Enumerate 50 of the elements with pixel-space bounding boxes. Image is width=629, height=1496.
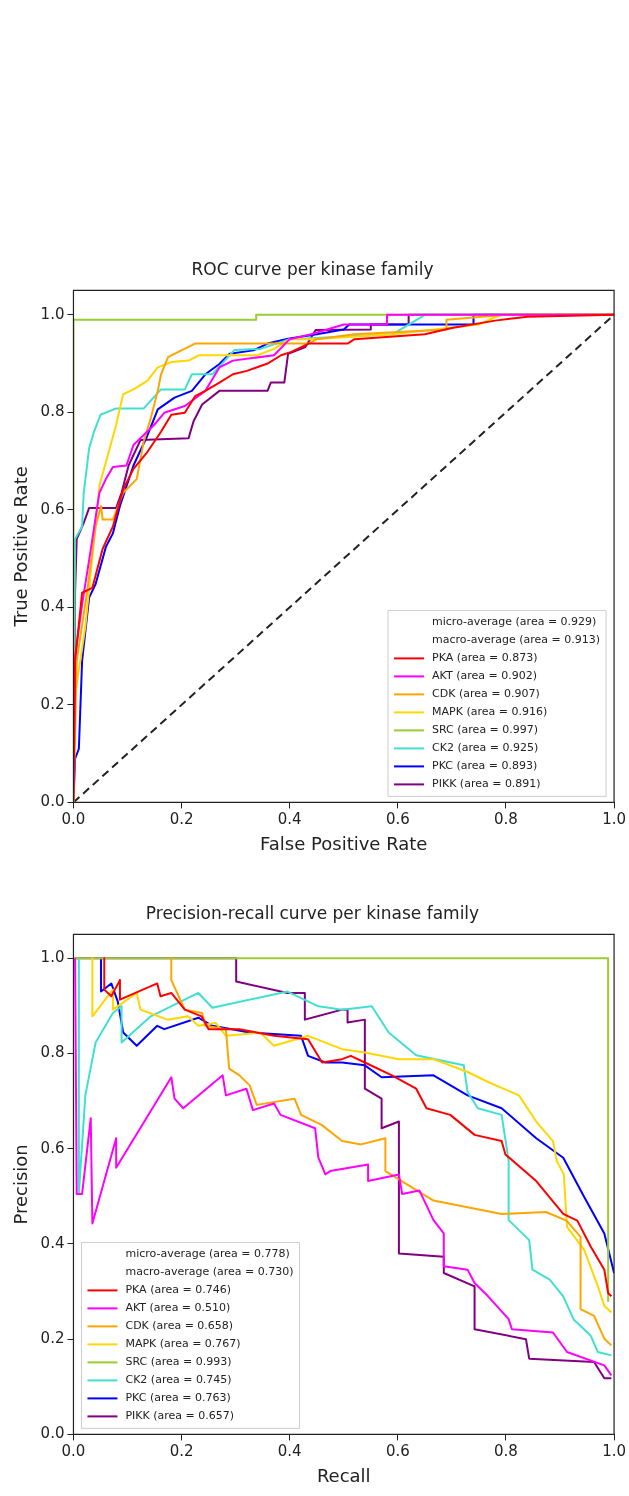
x-tick-label: 0.6 [385,1442,410,1461]
legend-label: AKT (area = 0.902) [432,669,537,683]
x-tick-label: 0.4 [277,810,302,829]
y-tick-label: 0.6 [40,1138,65,1157]
y-tick-label: 0.4 [40,597,65,616]
x-tick-label: 0.8 [494,1442,518,1461]
legend-label: MAPK (area = 0.916) [432,705,548,719]
y-axis-title: True Positive Rate [10,466,32,628]
legend-label: PIKK (area = 0.657) [125,1409,235,1423]
legend-label: MAPK (area = 0.767) [125,1337,241,1351]
x-tick-label: 1.0 [602,810,626,829]
y-tick-label: 0.0 [40,792,65,811]
y-tick-label: 0.2 [40,1329,65,1348]
chart-title: ROC curve per kinase family [191,258,434,279]
y-tick-label: 1.0 [40,948,65,967]
legend-label: CK2 (area = 0.925) [432,741,539,755]
y-tick-label: 0.8 [40,1043,65,1062]
legend-label: PKC (area = 0.893) [432,759,538,773]
chart-title: Precision-recall curve per kinase family [145,902,480,923]
x-tick-label: 0.0 [61,810,86,829]
y-tick-label: 0.6 [40,499,65,518]
legend-label: CDK (area = 0.658) [125,1319,234,1333]
annotation: macro-average (area = 0.913) [432,633,601,647]
y-axis-title: Precision [10,1144,32,1225]
annotation: macro-average (area = 0.730) [125,1265,294,1279]
x-tick-label: 0.0 [61,1442,86,1461]
legend-label: AKT (area = 0.510) [125,1301,231,1315]
y-tick-label: 1.0 [40,304,65,323]
annotation: micro-average (area = 0.929) [432,615,597,629]
x-tick-label: 0.6 [385,810,410,829]
x-tick-label: 1.0 [602,1442,626,1461]
legend-label: CDK (area = 0.907) [432,687,540,701]
y-tick-label: 0.4 [40,1233,65,1252]
legend-label: PKC (area = 0.763) [125,1391,231,1405]
x-axis-title: False Positive Rate [260,832,428,854]
x-tick-label: 0.2 [169,1442,194,1461]
y-tick-label: 0.0 [40,1424,65,1443]
y-tick-label: 0.2 [40,694,65,713]
legend-label: CK2 (area = 0.745) [125,1373,232,1387]
legend-label: PKA (area = 0.873) [432,651,538,665]
legend-label: PIKK (area = 0.891) [432,777,541,791]
legend-label: SRC (area = 0.993) [125,1355,232,1369]
x-tick-label: 0.4 [277,1442,302,1461]
y-tick-label: 0.8 [40,402,65,421]
annotation: micro-average (area = 0.778) [125,1247,290,1261]
legend-label: SRC (area = 0.997) [432,723,539,737]
x-tick-label: 0.2 [169,810,194,829]
x-tick-label: 0.8 [494,810,518,829]
x-axis-title: Recall [316,1464,371,1486]
legend-label: PKA (area = 0.746) [125,1283,231,1297]
